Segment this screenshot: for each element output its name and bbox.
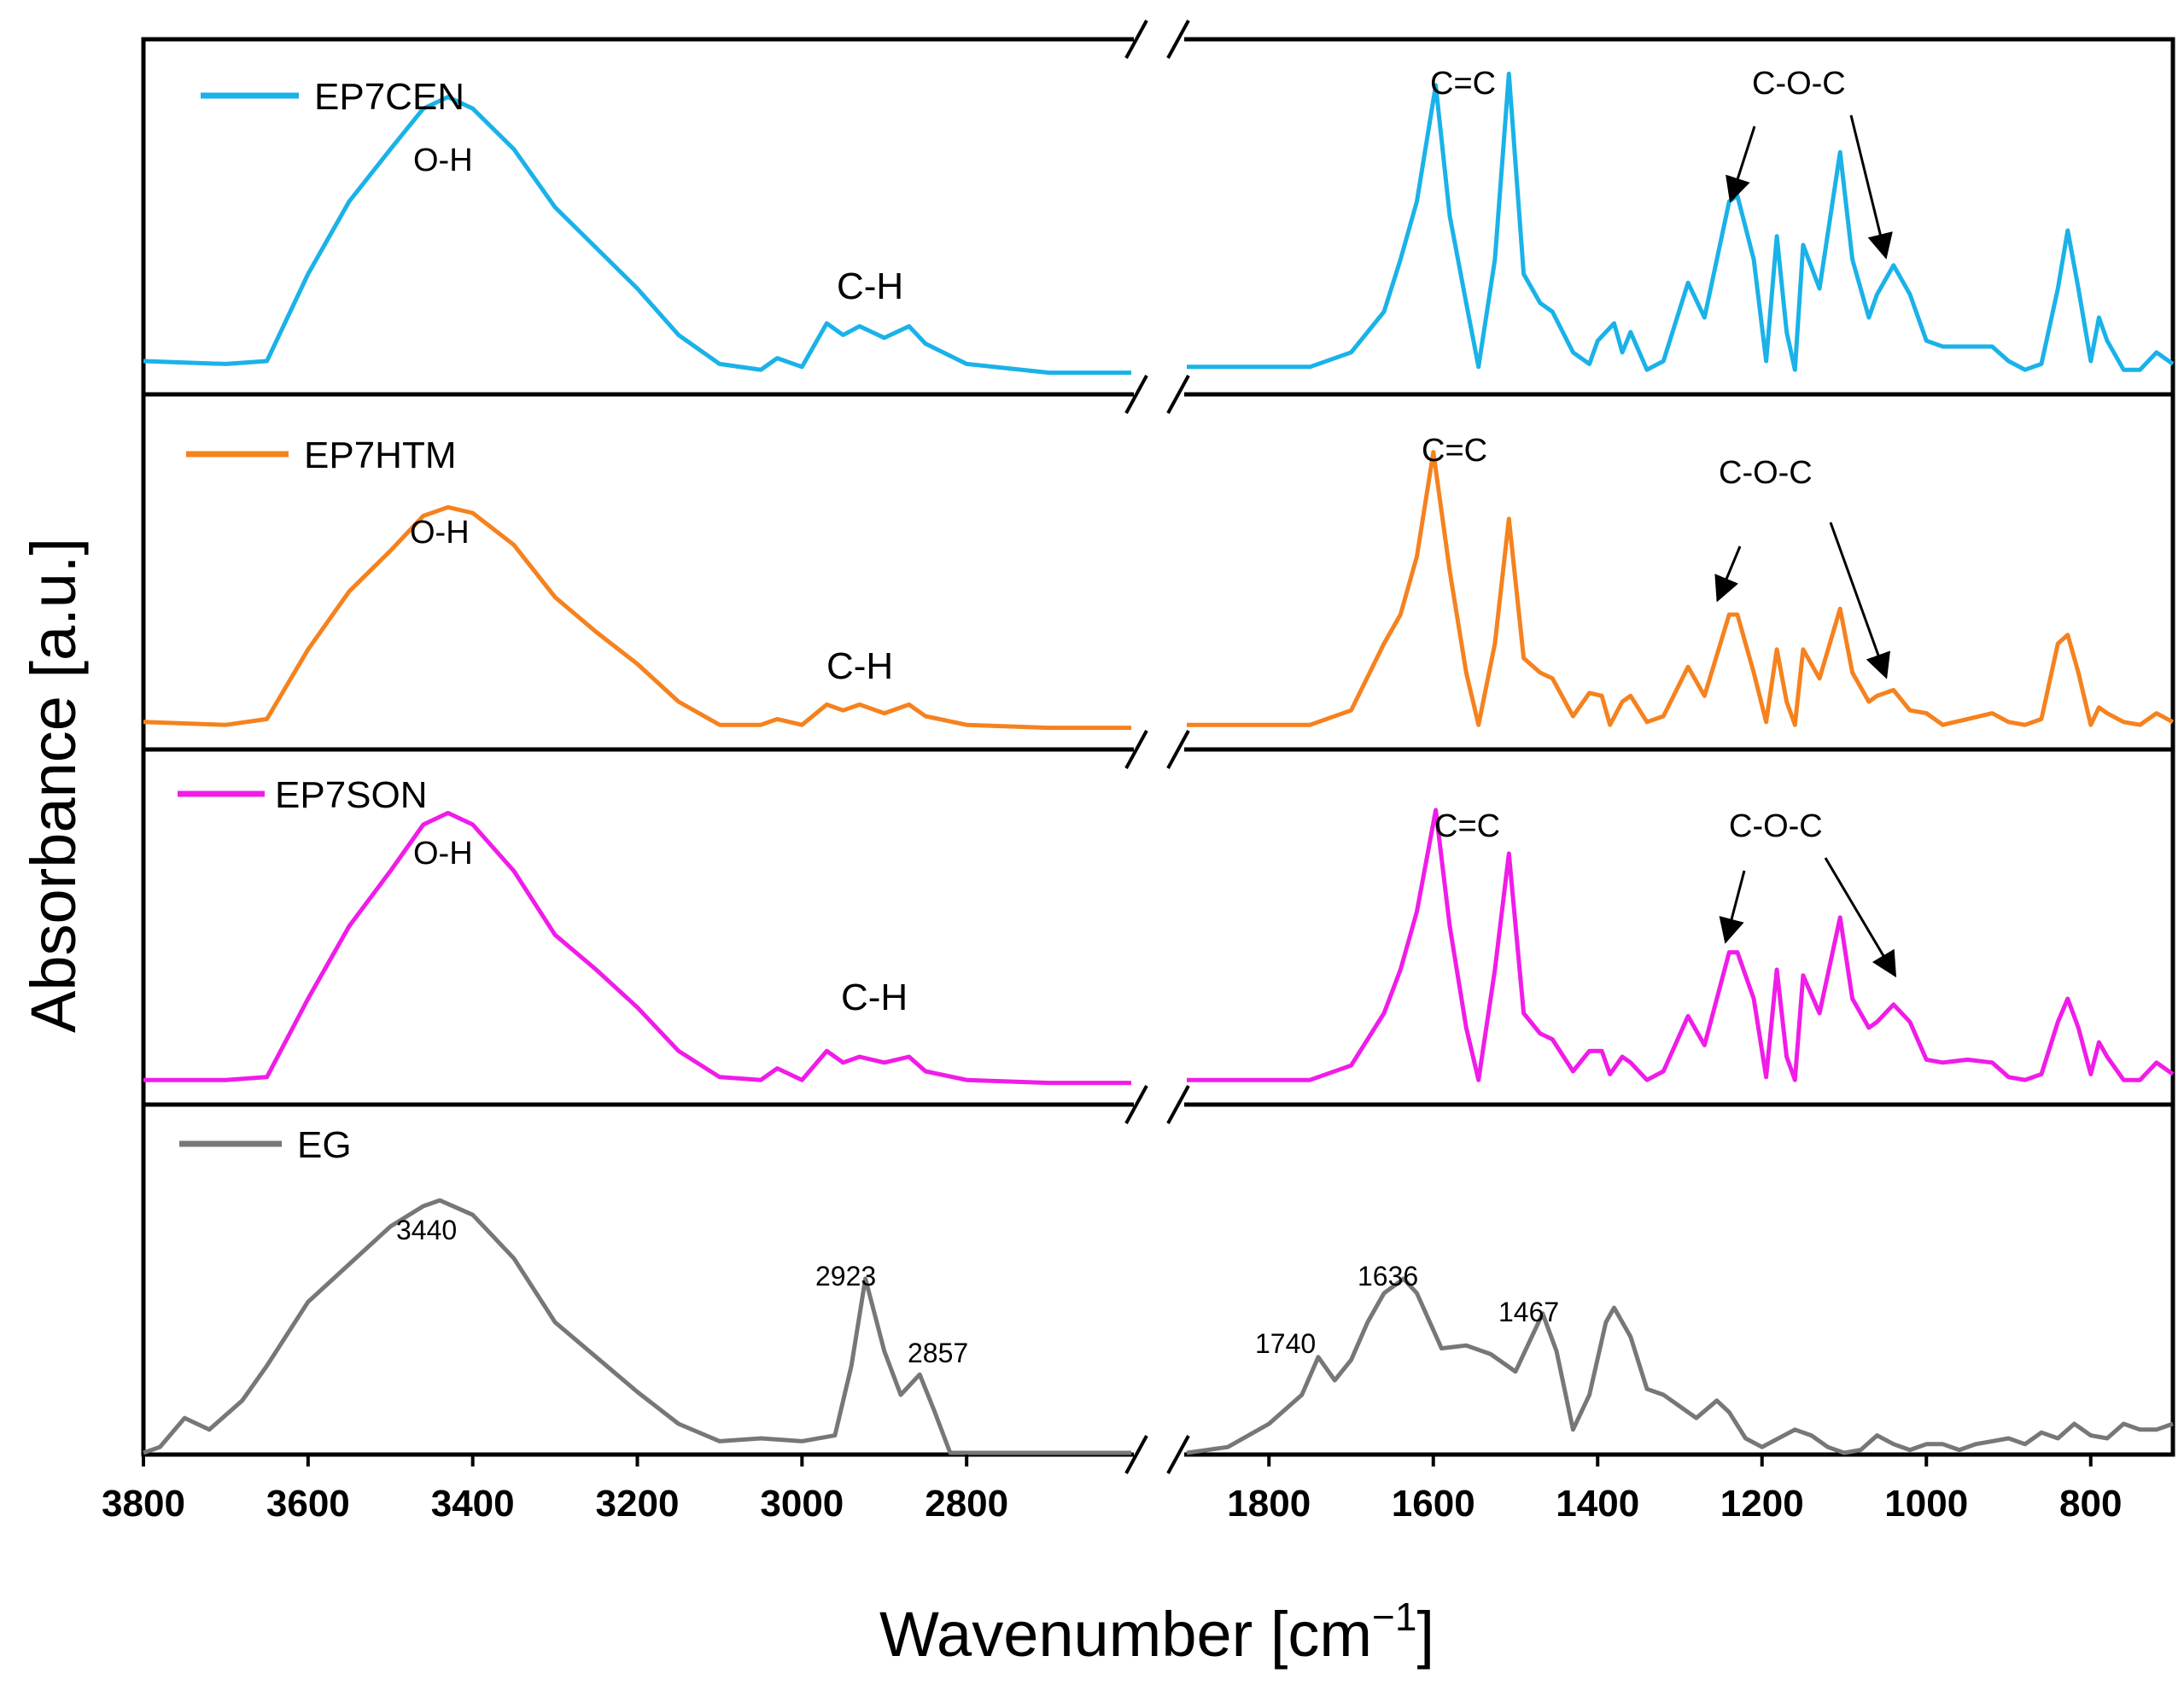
- annotation-arrows: [1714, 114, 1897, 978]
- legend-ep7son: EP7SON: [178, 774, 428, 816]
- x-tick-label-1000: 1000: [1884, 1483, 1968, 1525]
- label-oh-1: O-H: [413, 143, 473, 178]
- axis-break-slash-2-2: [1166, 375, 1190, 414]
- label-peak-1467: 1467: [1498, 1297, 1559, 1327]
- x-axis-ticks: 3800 3600 3400 3200 3000 2800 1800 1600 1400 1200…: [102, 1455, 2122, 1525]
- x-tick-label-1400: 1400: [1556, 1483, 1639, 1525]
- panel-frame-4: [141, 1102, 2175, 1457]
- arrow-coc-1b: [1849, 114, 1893, 259]
- label-ch-2: C-H: [826, 645, 893, 687]
- axis-break-slash-5-1: [1124, 1435, 1148, 1474]
- series-line-ep7cen-seg1: [143, 95, 1131, 376]
- spectra-lines: [143, 71, 2175, 1455]
- series-line-ep7son-seg1: [143, 810, 1131, 1086]
- x-axis-label: Wavenumber [cm−1]: [879, 1595, 1434, 1670]
- label-peak-2857: 2857: [908, 1338, 968, 1368]
- y-axis-label: Absorbance [a.u.]: [18, 538, 89, 1033]
- label-cc-3: C=C: [1434, 808, 1500, 844]
- arrow-coc-1a: [1726, 125, 1756, 203]
- x-tick-label-3800: 3800: [102, 1483, 185, 1525]
- x-tick-label-3400: 3400: [431, 1483, 515, 1525]
- series-line-ep7cen-seg2: [1187, 71, 2175, 372]
- axis-break-gap-4: [1134, 1099, 1184, 1110]
- label-ch-3: C-H: [841, 977, 908, 1018]
- label-coc-3: C-O-C: [1729, 808, 1823, 844]
- axis-break-slash-5-2: [1166, 1435, 1190, 1474]
- axis-break-slash-1-1: [1124, 20, 1148, 59]
- x-tick-label-3200: 3200: [596, 1483, 680, 1525]
- label-ch-1: C-H: [837, 265, 903, 307]
- label-peak-3440: 3440: [396, 1215, 457, 1245]
- axis-break-gap-3: [1134, 744, 1184, 755]
- label-coc-2: C-O-C: [1719, 455, 1813, 491]
- x-tick-label-800: 800: [2059, 1483, 2122, 1525]
- legend-label-eg: EG: [297, 1124, 352, 1166]
- axis-breaks: [1124, 20, 1190, 1474]
- series-line-eg-seg2: [1186, 1276, 2174, 1455]
- axis-break-gap-5: [1134, 1449, 1184, 1460]
- label-cc-2: C=C: [1422, 433, 1487, 469]
- label-peak-1636: 1636: [1358, 1261, 1418, 1292]
- legend-label-ep7son: EP7SON: [275, 774, 428, 816]
- axis-break-slash-4-1: [1124, 1085, 1148, 1124]
- x-tick-label-2800: 2800: [925, 1483, 1008, 1525]
- axis-break-slash-2-1: [1124, 375, 1148, 414]
- x-axis-label-sup: −1: [1372, 1595, 1416, 1639]
- svg-text:Wavenumber [cm−1]: Wavenumber [cm−1]: [879, 1595, 1434, 1670]
- axis-break-gap-2: [1134, 389, 1184, 399]
- x-axis-label-main: Wavenumber [cm: [879, 1599, 1372, 1670]
- series-line-ep7htm-seg2: [1187, 450, 2175, 727]
- arrow-coc-3a: [1719, 870, 1746, 944]
- axis-break-gap-1: [1134, 34, 1184, 44]
- x-tick-label-1200: 1200: [1720, 1483, 1804, 1525]
- label-oh-3: O-H: [413, 836, 473, 872]
- x-tick-label-3600: 3600: [266, 1483, 350, 1525]
- label-cc-1: C=C: [1430, 66, 1496, 102]
- x-axis-label-close: ]: [1416, 1599, 1434, 1670]
- series-line-ep7htm-seg1: [143, 504, 1131, 731]
- legend-ep7cen: EP7CEN: [201, 76, 464, 118]
- axis-break-slash-3-2: [1166, 730, 1190, 769]
- label-peak-1740: 1740: [1255, 1328, 1316, 1359]
- panel-frame-3: [141, 747, 2175, 1107]
- x-tick-label-1800: 1800: [1227, 1483, 1311, 1525]
- axis-break-slash-4-2: [1166, 1085, 1190, 1124]
- label-peak-2923: 2923: [815, 1261, 876, 1292]
- series-line-ep7son-seg2: [1187, 808, 2175, 1082]
- legend-eg: EG: [179, 1124, 352, 1166]
- axis-break-slash-3-1: [1124, 730, 1148, 769]
- axis-break-slash-1-2: [1166, 20, 1190, 59]
- arrow-coc-2a: [1714, 545, 1742, 603]
- label-oh-2: O-H: [410, 515, 470, 551]
- legend-label-ep7cen: EP7CEN: [314, 76, 464, 118]
- label-coc-1: C-O-C: [1752, 66, 1846, 102]
- series-line-eg-seg1: [143, 1198, 1131, 1455]
- x-tick-label-1600: 1600: [1392, 1483, 1475, 1525]
- x-tick-label-3000: 3000: [760, 1483, 844, 1525]
- arrow-coc-3b: [1824, 857, 1897, 978]
- legend-label-ep7htm: EP7HTM: [304, 434, 456, 476]
- arrow-coc-2b: [1829, 522, 1890, 679]
- legend-ep7htm: EP7HTM: [186, 434, 456, 476]
